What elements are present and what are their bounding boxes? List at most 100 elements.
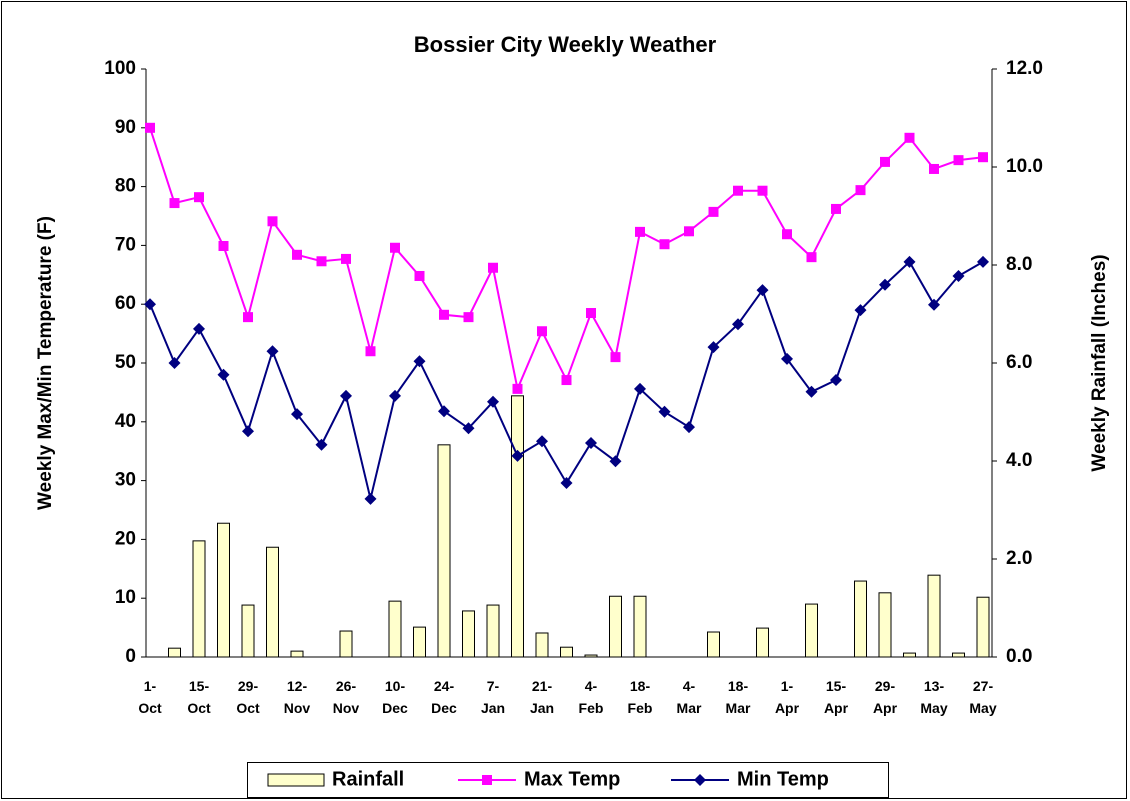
marker — [463, 312, 474, 323]
bar — [535, 632, 549, 658]
x-tick-label-line: May — [969, 700, 996, 716]
x-tick-label-line: 26- — [336, 678, 357, 694]
x-tick-label: 13- May — [920, 678, 947, 716]
bar — [878, 592, 892, 658]
x-tick-label-line: Jan — [530, 700, 554, 716]
marker — [659, 239, 670, 250]
marker — [831, 203, 841, 214]
y-axis-title: Weekly Max/Min Temperature (F) — [35, 216, 56, 510]
x-tick-label: 18- Feb — [628, 678, 653, 716]
marker — [781, 352, 793, 365]
marker — [169, 198, 180, 209]
marker — [193, 322, 205, 335]
legend-box — [247, 762, 889, 798]
x-tick-label-line: 4- — [683, 678, 696, 694]
y-tick-label: 10 — [115, 587, 136, 608]
x-tick-label-line: 27- — [973, 678, 994, 694]
y2-axis-title: Weekly Rainfall (Inches) — [1089, 254, 1110, 471]
marker — [757, 185, 768, 196]
y-tick-label: 0 — [125, 646, 136, 667]
x-tick-label: 24- Dec — [431, 678, 457, 716]
bar — [486, 604, 500, 658]
x-tick-label-line: 7- — [487, 678, 500, 694]
marker — [242, 425, 254, 438]
x-tick-label-line: Mar — [677, 700, 702, 716]
marker — [487, 395, 499, 408]
marker — [438, 405, 450, 418]
marker — [952, 269, 965, 282]
bar — [707, 631, 720, 658]
bar — [168, 647, 181, 658]
y-tick-label: 70 — [115, 234, 136, 255]
marker — [903, 255, 916, 268]
bar — [633, 595, 647, 658]
x-tick-label-line: 18- — [630, 678, 651, 694]
y-tick-label: 30 — [115, 470, 136, 491]
marker — [855, 185, 866, 196]
marker — [145, 122, 155, 133]
x-tick-label-line: Feb — [579, 700, 604, 716]
x-tick-label-line: 24- — [434, 678, 455, 694]
marker — [879, 278, 891, 291]
x-tick-label: 15- Apr — [824, 678, 849, 716]
x-tick-label-line: Nov — [333, 700, 360, 716]
bar — [609, 595, 622, 658]
marker — [732, 318, 744, 331]
marker — [168, 357, 181, 369]
marker — [365, 346, 376, 357]
marker — [684, 226, 694, 237]
y-tick-label: 90 — [115, 117, 136, 138]
bar — [192, 540, 206, 658]
bar — [903, 652, 916, 658]
bar — [511, 395, 524, 658]
x-tick-label-line: Mar — [726, 700, 751, 716]
legend-label: Rainfall — [332, 768, 404, 790]
marker — [977, 255, 989, 268]
x-tick-label: 7- Jan — [481, 678, 505, 716]
x-tick-label: 21- Jan — [530, 678, 554, 716]
marker — [316, 256, 327, 267]
x-tick-label-line: 15- — [189, 678, 210, 694]
x-tick-label-line: Apr — [873, 700, 898, 716]
marker — [929, 163, 939, 174]
y-tick-label: 80 — [115, 176, 136, 197]
bar — [854, 580, 867, 658]
x-tick-label-line: May — [920, 700, 947, 716]
x-tick-label-line: Apr — [824, 700, 849, 716]
marker — [488, 262, 498, 273]
marker — [733, 185, 743, 196]
x-tick-label: 29- Oct — [236, 678, 260, 716]
marker — [511, 449, 524, 462]
bar — [339, 630, 353, 658]
x-tick-label-line: 13- — [924, 678, 945, 694]
y-tick-label: 20 — [115, 528, 136, 549]
x-tick-label-line: Oct — [187, 700, 211, 716]
x-tick-label: 15- Oct — [187, 678, 211, 716]
marker — [854, 304, 867, 317]
marker — [880, 156, 890, 167]
x-tick-label-line: 15- — [826, 678, 847, 694]
marker — [635, 226, 645, 237]
marker — [904, 132, 915, 143]
x-tick-label: 4- Feb — [579, 678, 604, 716]
x-tick-label-line: 10- — [385, 678, 406, 694]
marker — [414, 270, 425, 281]
x-tick-label-line: Dec — [382, 700, 408, 716]
marker — [953, 155, 964, 166]
x-tick-label-line: 12- — [287, 678, 308, 694]
marker — [782, 229, 792, 240]
marker — [218, 240, 229, 251]
legend-label: Max Temp — [524, 768, 620, 790]
x-tick-label: 10- Dec — [382, 678, 408, 716]
x-tick-label: 18- Mar — [726, 678, 751, 716]
marker — [217, 368, 230, 381]
bar — [462, 610, 475, 658]
legend-label: Min Temp — [737, 768, 829, 790]
x-tick-label-line: Jan — [481, 700, 505, 716]
marker — [634, 382, 646, 395]
marker — [340, 389, 352, 402]
chart-title: Bossier City Weekly Weather — [414, 32, 717, 57]
marker — [439, 309, 449, 320]
bar — [927, 574, 941, 658]
